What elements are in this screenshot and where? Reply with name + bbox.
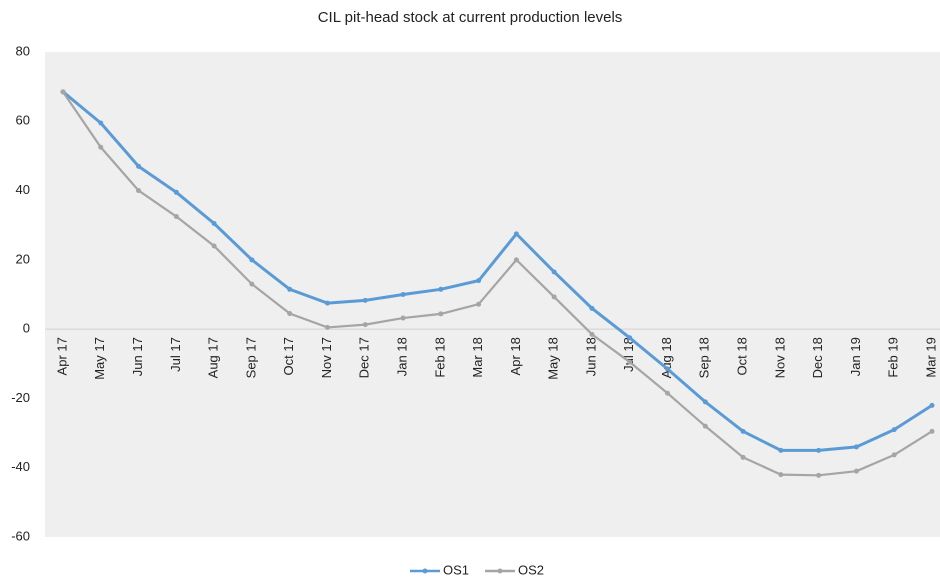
- plot-area: [45, 52, 940, 537]
- point: [853, 444, 859, 450]
- x-tick-label: Apr 18: [508, 337, 523, 375]
- point: [400, 315, 406, 321]
- point: [551, 294, 557, 300]
- point: [211, 220, 217, 226]
- x-tick-label: Jan 19: [848, 337, 863, 376]
- x-tick-label: Mar 18: [470, 337, 485, 377]
- x-tick-label: Oct 18: [735, 337, 750, 375]
- y-tick-label: -60: [11, 528, 30, 543]
- point: [136, 163, 142, 169]
- x-tick-label: Mar 19: [923, 337, 938, 377]
- x-tick-label: Feb 19: [886, 337, 901, 377]
- y-tick-label: 40: [16, 182, 30, 197]
- point: [324, 300, 330, 306]
- point: [476, 301, 482, 307]
- x-tick-label: Jun 17: [130, 337, 145, 376]
- x-tick-label: Dec 17: [357, 337, 372, 378]
- point: [740, 428, 746, 434]
- point: [362, 297, 368, 303]
- point: [589, 305, 595, 311]
- point: [249, 257, 255, 263]
- legend-marker: [497, 568, 503, 574]
- x-tick-label: Sep 17: [243, 337, 258, 378]
- point: [513, 257, 519, 263]
- point: [438, 286, 444, 292]
- point: [778, 472, 784, 478]
- point: [287, 311, 293, 317]
- x-tick-label: Apr 17: [54, 337, 69, 375]
- point: [627, 359, 633, 365]
- point: [665, 390, 671, 396]
- point: [589, 331, 595, 337]
- point: [816, 472, 822, 478]
- y-tick-label: 0: [23, 321, 30, 336]
- y-tick-label: 20: [16, 251, 30, 266]
- legend-label: OS2: [518, 562, 544, 577]
- point: [853, 468, 859, 474]
- point: [60, 89, 66, 95]
- y-tick-label: 80: [16, 43, 30, 58]
- point: [778, 447, 784, 453]
- point: [929, 402, 935, 408]
- point: [702, 423, 708, 429]
- point: [211, 243, 217, 249]
- point: [173, 214, 179, 220]
- point: [702, 399, 708, 405]
- point: [891, 427, 897, 433]
- point: [324, 324, 330, 330]
- point: [740, 454, 746, 460]
- point: [476, 278, 482, 284]
- x-tick-label: Feb 18: [432, 337, 447, 377]
- x-tick-label: Jun 18: [583, 337, 598, 376]
- series-line: [62, 91, 933, 477]
- legend-marker: [422, 568, 428, 574]
- x-tick-label: Aug 17: [206, 337, 221, 378]
- y-tick-label: -40: [11, 459, 30, 474]
- x-tick-label: Dec 18: [810, 337, 825, 378]
- x-tick-label: Sep 18: [697, 337, 712, 378]
- point: [173, 189, 179, 195]
- x-tick-label: May 17: [92, 337, 107, 380]
- point: [136, 188, 142, 194]
- point: [891, 452, 897, 458]
- point: [287, 286, 293, 292]
- x-tick-label: Jan 18: [394, 337, 409, 376]
- point: [551, 269, 557, 275]
- y-tick-label: -20: [11, 390, 30, 405]
- x-tick-label: Jul 17: [168, 337, 183, 372]
- point: [627, 335, 633, 341]
- x-tick-label: May 18: [546, 337, 561, 380]
- point: [98, 120, 104, 126]
- point: [362, 322, 368, 328]
- x-tick-label: Nov 17: [319, 337, 334, 378]
- point: [98, 144, 104, 150]
- point: [400, 292, 406, 297]
- x-tick-label: Aug 18: [659, 337, 674, 378]
- point: [816, 447, 822, 453]
- point: [438, 311, 444, 317]
- chart-title: CIL pit-head stock at current production…: [318, 9, 623, 26]
- point: [513, 231, 519, 237]
- x-tick-label: Nov 18: [772, 337, 787, 378]
- point: [249, 281, 255, 287]
- x-tick-label: Oct 17: [281, 337, 296, 375]
- legend-label: OS1: [443, 562, 469, 577]
- point: [929, 428, 935, 434]
- y-tick-label: 60: [16, 113, 30, 128]
- series-line: [62, 90, 933, 452]
- point: [665, 366, 671, 372]
